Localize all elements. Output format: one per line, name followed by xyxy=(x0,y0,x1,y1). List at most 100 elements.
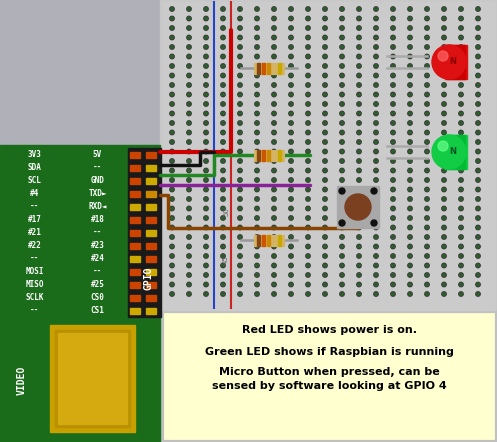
Circle shape xyxy=(188,264,190,267)
Circle shape xyxy=(238,187,242,192)
Text: #24: #24 xyxy=(90,254,104,263)
Bar xyxy=(66,291,129,304)
Circle shape xyxy=(425,235,429,239)
Circle shape xyxy=(340,149,344,154)
Circle shape xyxy=(255,46,258,48)
Circle shape xyxy=(374,73,378,78)
Circle shape xyxy=(324,255,327,257)
Circle shape xyxy=(238,7,242,11)
Circle shape xyxy=(255,254,259,258)
Circle shape xyxy=(187,244,191,249)
Circle shape xyxy=(357,121,361,125)
Circle shape xyxy=(375,65,377,67)
Circle shape xyxy=(357,149,361,154)
Circle shape xyxy=(476,64,480,68)
Circle shape xyxy=(239,17,242,20)
Circle shape xyxy=(323,254,327,258)
Circle shape xyxy=(460,65,462,67)
Circle shape xyxy=(357,292,361,296)
Circle shape xyxy=(460,226,462,229)
Circle shape xyxy=(323,225,327,230)
Circle shape xyxy=(442,16,446,21)
Circle shape xyxy=(290,150,292,153)
Circle shape xyxy=(358,198,360,200)
Circle shape xyxy=(204,102,208,106)
Circle shape xyxy=(374,263,378,268)
Circle shape xyxy=(307,293,309,295)
Circle shape xyxy=(323,83,327,87)
Circle shape xyxy=(273,17,275,20)
Circle shape xyxy=(289,16,293,21)
Circle shape xyxy=(391,45,395,49)
Circle shape xyxy=(426,141,428,143)
Text: #4: #4 xyxy=(30,189,39,198)
Circle shape xyxy=(205,122,207,124)
Circle shape xyxy=(476,111,480,116)
Circle shape xyxy=(374,235,378,239)
Circle shape xyxy=(476,235,480,239)
Circle shape xyxy=(443,112,445,115)
Bar xyxy=(337,186,379,228)
Circle shape xyxy=(273,112,275,115)
Circle shape xyxy=(289,178,293,182)
Bar xyxy=(447,135,465,169)
Circle shape xyxy=(238,73,242,78)
Circle shape xyxy=(425,73,429,78)
Circle shape xyxy=(306,64,310,68)
Circle shape xyxy=(255,130,259,135)
Circle shape xyxy=(391,273,395,277)
Circle shape xyxy=(188,198,190,200)
Circle shape xyxy=(340,121,344,125)
Circle shape xyxy=(255,293,258,295)
Circle shape xyxy=(307,46,309,48)
Circle shape xyxy=(476,35,480,40)
Circle shape xyxy=(272,168,276,173)
Circle shape xyxy=(188,245,190,248)
Circle shape xyxy=(255,207,258,210)
Bar xyxy=(66,226,129,239)
Circle shape xyxy=(188,179,190,181)
Circle shape xyxy=(408,92,412,97)
Circle shape xyxy=(324,283,327,286)
Circle shape xyxy=(204,244,208,249)
Circle shape xyxy=(375,207,377,210)
Circle shape xyxy=(409,150,412,153)
Text: 3V3: 3V3 xyxy=(27,150,41,159)
Circle shape xyxy=(374,197,378,201)
Circle shape xyxy=(238,254,242,258)
Circle shape xyxy=(306,292,310,296)
Circle shape xyxy=(340,35,344,40)
Circle shape xyxy=(443,131,445,134)
Circle shape xyxy=(391,244,395,249)
Circle shape xyxy=(273,84,275,86)
Circle shape xyxy=(357,159,361,163)
Circle shape xyxy=(170,141,173,143)
Circle shape xyxy=(273,160,275,162)
Circle shape xyxy=(170,46,173,48)
Bar xyxy=(445,45,467,79)
Circle shape xyxy=(255,26,259,30)
Circle shape xyxy=(409,122,412,124)
Circle shape xyxy=(188,27,190,29)
Circle shape xyxy=(238,92,242,97)
Circle shape xyxy=(204,35,208,40)
Circle shape xyxy=(391,263,395,268)
Circle shape xyxy=(170,55,173,58)
Circle shape xyxy=(221,168,225,173)
Circle shape xyxy=(187,83,191,87)
Bar xyxy=(267,63,270,74)
Circle shape xyxy=(341,103,343,105)
Circle shape xyxy=(476,197,480,201)
Circle shape xyxy=(426,27,428,29)
Circle shape xyxy=(170,225,174,230)
Circle shape xyxy=(255,263,259,268)
Bar xyxy=(267,235,270,246)
Circle shape xyxy=(306,73,310,78)
Circle shape xyxy=(477,160,479,162)
Circle shape xyxy=(238,54,242,59)
Circle shape xyxy=(204,121,208,125)
Circle shape xyxy=(255,198,258,200)
Circle shape xyxy=(460,131,462,134)
Circle shape xyxy=(408,282,412,287)
Bar xyxy=(146,191,156,197)
